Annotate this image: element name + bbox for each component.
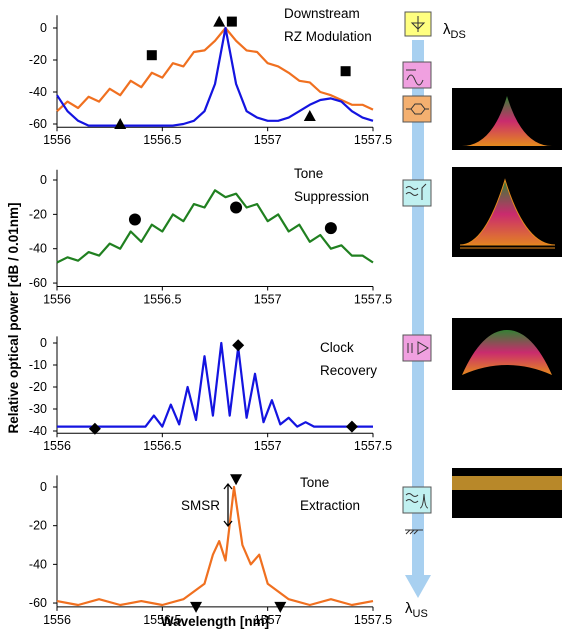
x-tick-label: 1556.5: [143, 293, 181, 307]
annotation: Tone: [294, 166, 323, 181]
x-tick-label: 1557: [254, 439, 282, 453]
x-tick-label: 1557.5: [354, 439, 392, 453]
y-tick-label: -20: [29, 207, 47, 221]
annotation: Clock: [320, 340, 354, 355]
annotation: Downstream: [284, 6, 360, 21]
y-tick-label: -60: [29, 117, 47, 131]
subscript: DS: [451, 29, 466, 41]
x-tick-label: 1556: [43, 293, 71, 307]
panel: 0 -20 -40 -60 1556 1556.5 1557 1557.5 Tone Suppre…: [29, 166, 392, 307]
y-tick-label: -10: [29, 358, 47, 372]
marker: [304, 110, 316, 121]
x-tick-label: 1556: [43, 133, 71, 147]
x-tick-label: 1557.5: [354, 293, 392, 307]
y-tick-label: -30: [29, 402, 47, 416]
marker: [227, 17, 237, 27]
marker: [230, 474, 242, 485]
marker: [341, 66, 351, 76]
annotation: Extraction: [300, 498, 360, 513]
y-tick-label: 0: [40, 480, 47, 494]
x-tick-label: 1556: [43, 613, 71, 627]
annotation: Recovery: [320, 363, 377, 378]
marker: [232, 339, 244, 351]
y-tick-label: -40: [29, 557, 47, 571]
eye-trace: [452, 476, 562, 490]
y-tick-label: -20: [29, 519, 47, 533]
y-tick-label: -40: [29, 242, 47, 256]
y-axis-label: Relative optical power [dB / 0.01nm]: [6, 202, 21, 433]
y-tick-label: -20: [29, 380, 47, 394]
marker: [325, 222, 337, 234]
y-tick-label: 0: [40, 336, 47, 350]
x-tick-label: 1557.5: [354, 613, 392, 627]
panel: 0 -20 -40 -60 1556 1556.5 1557 1557.5 Downstream…: [29, 6, 392, 147]
signal-arrow: [405, 40, 431, 598]
y-tick-label: -40: [29, 85, 47, 99]
annotation: RZ Modulation: [284, 29, 372, 44]
x-tick-label: 1557: [254, 133, 282, 147]
subscript: US: [413, 608, 428, 620]
marker: [230, 201, 242, 213]
marker: [129, 214, 141, 226]
diagram: λDS λUS: [403, 12, 562, 620]
x-tick-label: 1556: [43, 439, 71, 453]
y-tick-label: -60: [29, 276, 47, 290]
x-tick-label: 1556.5: [143, 439, 181, 453]
annotation: Tone: [300, 475, 329, 490]
x-tick-label: 1556.5: [143, 133, 181, 147]
annotation: Suppression: [294, 189, 369, 204]
y-tick-label: -40: [29, 424, 47, 438]
marker: [147, 50, 157, 60]
lambda-us: λUS: [405, 600, 428, 620]
icon-clock: [403, 335, 431, 361]
marker: [213, 16, 225, 27]
eye-diagram: [452, 468, 562, 518]
x-tick-label: 1557: [254, 293, 282, 307]
y-tick-label: 0: [40, 173, 47, 187]
smsr-label: SMSR: [181, 498, 220, 513]
x-tick-label: 1557.5: [354, 133, 392, 147]
y-tick-label: -20: [29, 53, 47, 67]
x-axis-label: Wavelength [nm]: [161, 614, 269, 629]
y-tick-label: 0: [40, 21, 47, 35]
figure: Relative optical power [dB / 0.01nm] λDS…: [0, 0, 563, 631]
marker: [346, 421, 358, 433]
marker: [114, 118, 126, 129]
lambda-ds: λDS: [443, 21, 466, 41]
spectrum-line: [57, 343, 373, 427]
y-tick-label: -60: [29, 596, 47, 610]
